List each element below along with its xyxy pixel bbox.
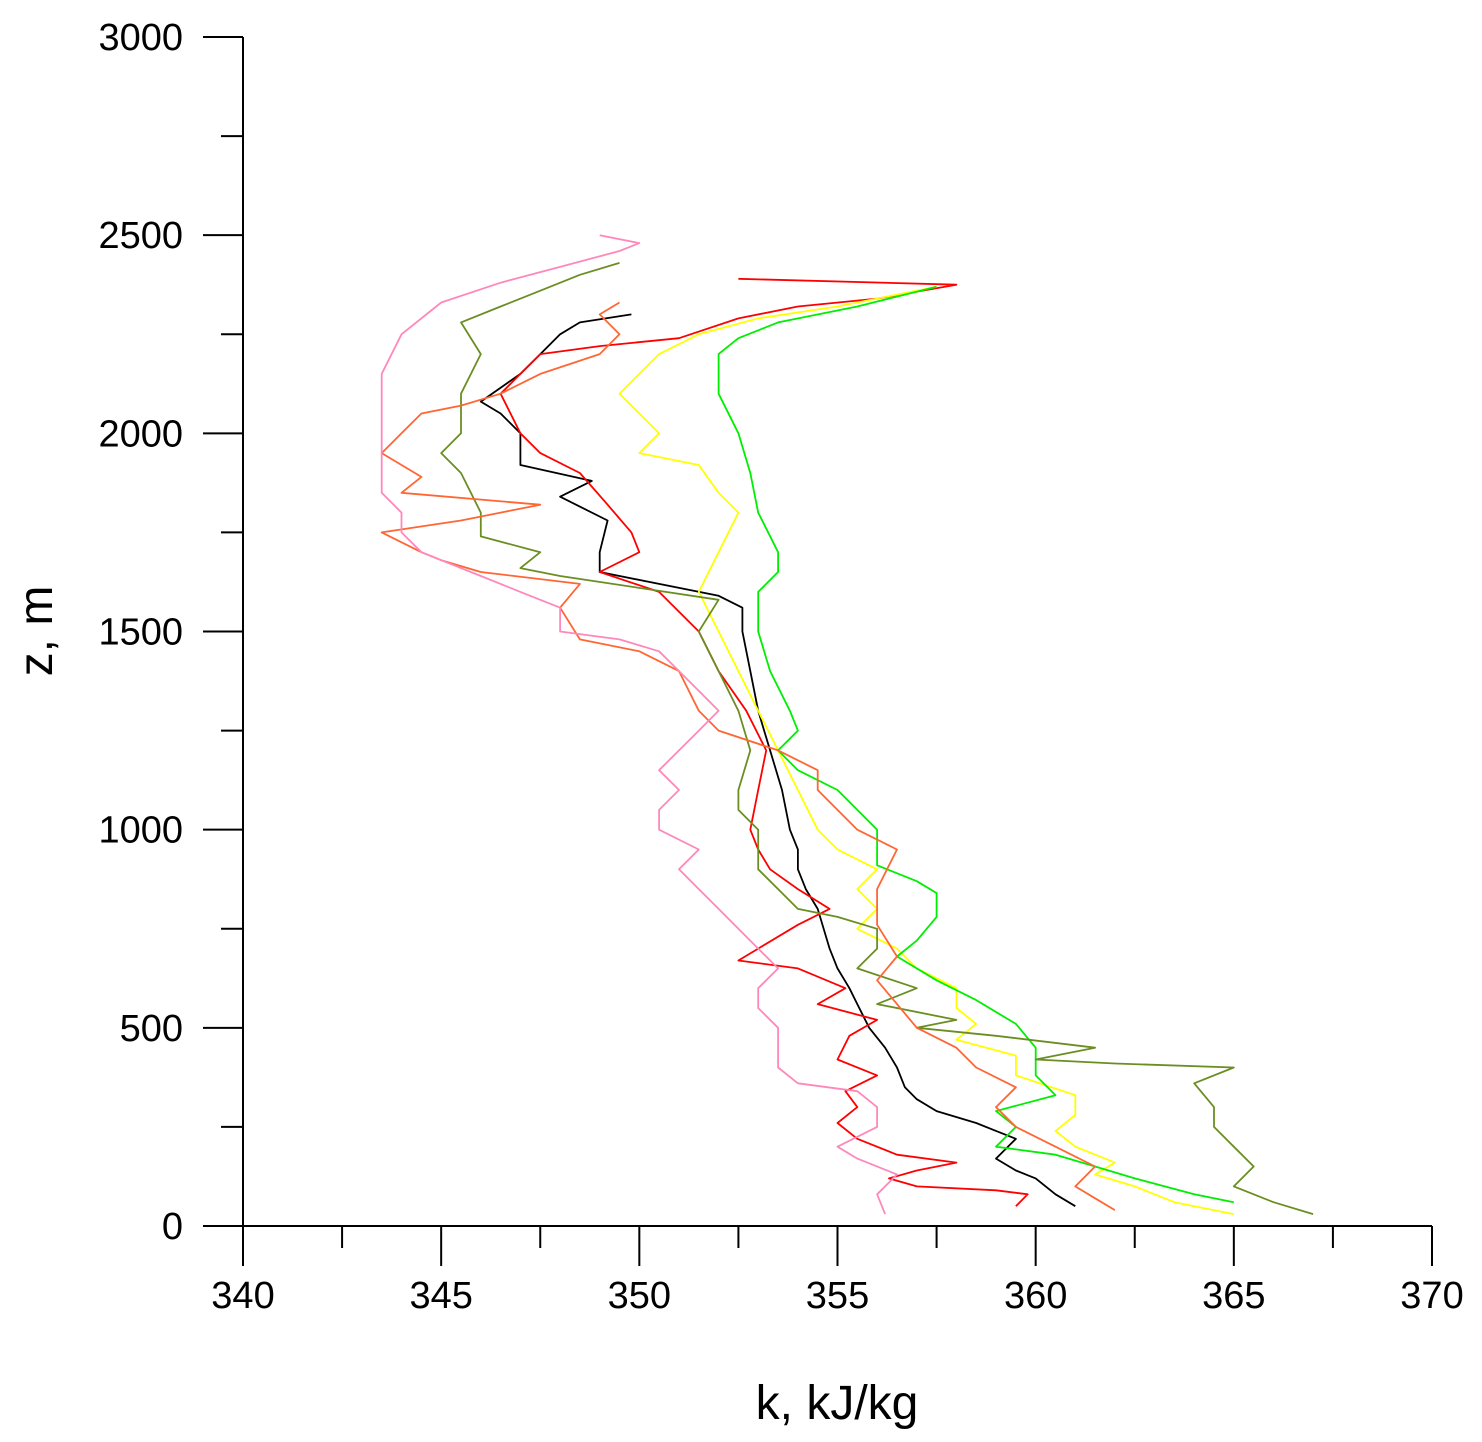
series-line-7 (380, 234, 898, 1215)
ticks-group (203, 36, 1433, 1266)
series-line-1 (479, 313, 1076, 1207)
x-tick-label: 340 (211, 1275, 274, 1317)
y-tick-label: 3000 (98, 17, 183, 59)
series-line-4 (717, 285, 1234, 1204)
tick-labels-group: 340 345 350 355 360 365 370 0 500 1000 1500 2000 250… (98, 17, 1463, 1317)
x-tick-label: 355 (806, 1275, 869, 1317)
x-tick-label: 345 (409, 1275, 472, 1317)
y-tick-label: 2500 (98, 215, 183, 257)
series-line-3 (618, 285, 1234, 1215)
y-tick-label: 2000 (98, 413, 183, 455)
series-line-5 (440, 262, 1314, 1215)
series-line-6 (380, 301, 1116, 1211)
y-tick-label: 500 (120, 1008, 183, 1050)
x-tick-label: 370 (1400, 1275, 1463, 1317)
x-tick-label: 350 (608, 1275, 671, 1317)
y-tick-label: 1000 (98, 810, 183, 852)
x-axis-title: k, kJ/kg (756, 1377, 919, 1430)
series-group (380, 234, 1314, 1215)
y-tick-label: 0 (162, 1206, 183, 1248)
series-line-2 (499, 277, 1029, 1207)
x-tick-label: 365 (1202, 1275, 1265, 1317)
y-tick-label: 1500 (98, 612, 183, 654)
x-tick-label: 360 (1004, 1275, 1067, 1317)
y-axis-title: z, m (10, 586, 63, 677)
